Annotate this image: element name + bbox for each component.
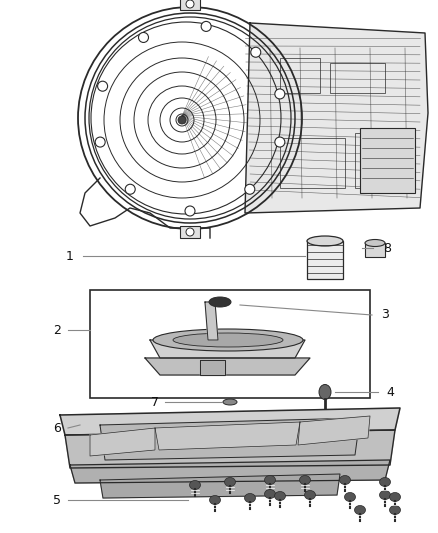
Circle shape — [185, 206, 195, 216]
Ellipse shape — [365, 239, 385, 246]
Bar — [280, 58, 320, 93]
Circle shape — [275, 137, 285, 147]
Circle shape — [186, 0, 194, 8]
Ellipse shape — [173, 333, 283, 347]
Ellipse shape — [225, 478, 236, 487]
Ellipse shape — [389, 505, 400, 514]
Polygon shape — [200, 360, 225, 375]
Polygon shape — [60, 408, 400, 435]
Ellipse shape — [345, 492, 356, 502]
Bar — [180, 226, 200, 238]
Text: 1: 1 — [66, 249, 74, 262]
Ellipse shape — [223, 399, 237, 405]
Polygon shape — [70, 460, 390, 483]
Text: 4: 4 — [386, 385, 394, 399]
Ellipse shape — [275, 491, 286, 500]
Ellipse shape — [379, 478, 391, 487]
Circle shape — [245, 184, 255, 194]
Ellipse shape — [339, 475, 350, 484]
Polygon shape — [205, 302, 218, 340]
Text: 5: 5 — [53, 494, 61, 506]
Polygon shape — [100, 418, 360, 460]
Ellipse shape — [379, 490, 391, 499]
Ellipse shape — [304, 490, 315, 499]
Ellipse shape — [209, 496, 220, 505]
Ellipse shape — [389, 492, 400, 502]
Ellipse shape — [153, 329, 303, 351]
Ellipse shape — [265, 475, 276, 484]
Polygon shape — [65, 430, 395, 468]
Polygon shape — [155, 422, 300, 450]
Ellipse shape — [265, 489, 276, 498]
Circle shape — [275, 89, 285, 99]
Ellipse shape — [244, 494, 255, 503]
Polygon shape — [90, 428, 155, 456]
Bar — [180, 0, 200, 10]
Polygon shape — [245, 23, 428, 213]
Circle shape — [138, 33, 148, 43]
Bar — [365, 243, 385, 257]
Ellipse shape — [300, 475, 311, 484]
Text: 7: 7 — [151, 395, 159, 408]
Ellipse shape — [354, 505, 365, 514]
Bar — [307, 241, 343, 279]
Polygon shape — [150, 340, 305, 358]
Circle shape — [251, 47, 261, 57]
Bar — [330, 63, 385, 93]
Ellipse shape — [307, 236, 343, 246]
Circle shape — [178, 116, 186, 124]
Bar — [360, 128, 415, 193]
Ellipse shape — [319, 384, 331, 400]
Polygon shape — [298, 416, 370, 445]
Text: 3: 3 — [381, 309, 389, 321]
Circle shape — [125, 184, 135, 194]
Circle shape — [186, 228, 194, 236]
Polygon shape — [100, 474, 340, 498]
Ellipse shape — [209, 297, 231, 307]
Bar — [355, 133, 410, 188]
Text: 8: 8 — [383, 241, 391, 254]
Bar — [280, 138, 345, 188]
Circle shape — [95, 137, 105, 147]
Ellipse shape — [190, 481, 201, 489]
Circle shape — [98, 81, 108, 91]
Text: 6: 6 — [53, 422, 61, 434]
Circle shape — [201, 21, 211, 31]
Polygon shape — [145, 358, 310, 375]
Text: 2: 2 — [53, 324, 61, 336]
Bar — [90, 290, 370, 398]
